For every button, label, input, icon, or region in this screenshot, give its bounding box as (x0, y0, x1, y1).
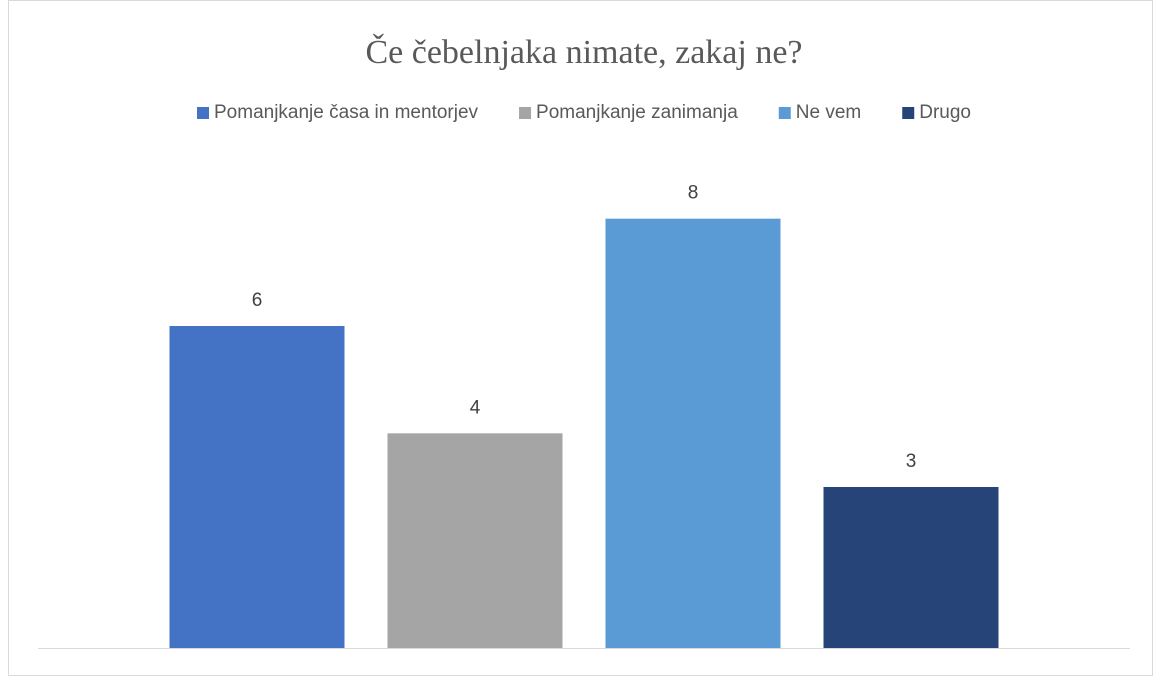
bar (169, 326, 345, 648)
chart-title: Če čebelnjaka nimate, zakaj ne? (365, 33, 802, 71)
legend-label: Ne vem (796, 102, 861, 123)
legend-label: Drugo (919, 102, 971, 123)
data-label: 4 (470, 397, 481, 418)
legend-swatch (519, 107, 532, 119)
chart-border (8, 0, 1153, 676)
data-label: 8 (688, 183, 699, 204)
bar (823, 487, 999, 648)
legend-swatch (778, 107, 791, 119)
legend-swatch (902, 107, 915, 119)
data-label: 6 (252, 290, 263, 311)
bar (387, 433, 563, 648)
legend-swatch (197, 107, 210, 119)
legend-label: Pomanjkanje časa in mentorjev (214, 102, 479, 123)
data-label: 3 (906, 451, 917, 472)
bar (605, 218, 781, 648)
legend-label: Pomanjkanje zanimanja (536, 102, 738, 123)
